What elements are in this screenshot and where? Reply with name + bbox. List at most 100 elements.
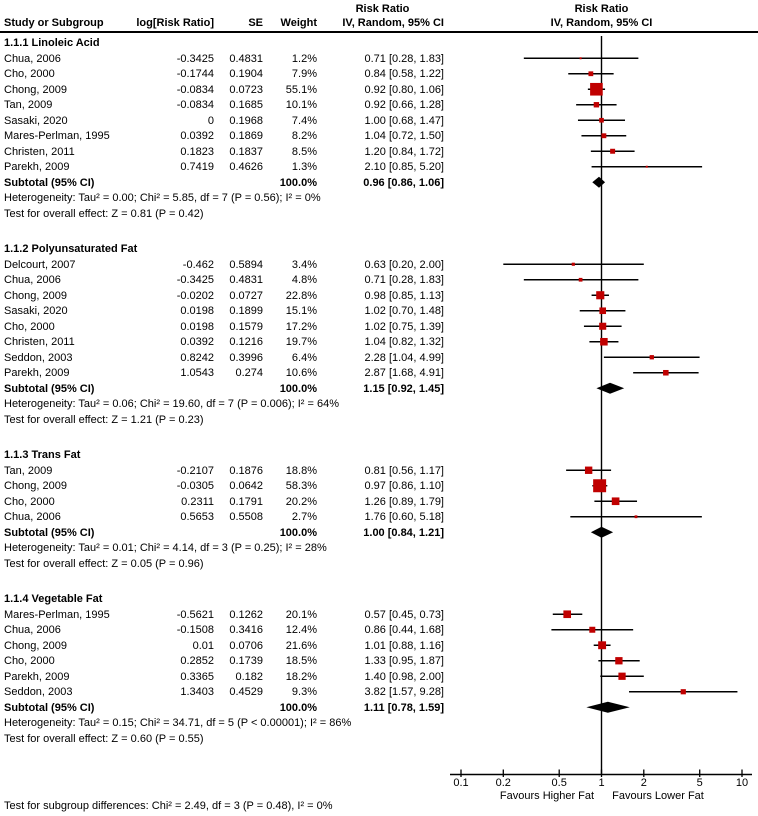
heterogeneity-row: Heterogeneity: Tau² = 0.15; Chi² = 34.71… — [0, 716, 460, 732]
axis-tick-label: 2 — [640, 777, 647, 789]
study-weight: 7.9% — [291, 68, 317, 80]
study-log-rr: 0.01 — [192, 639, 214, 652]
study-name: Chua, 2006 — [4, 274, 61, 286]
subtotal-label: Subtotal (95% CI) — [4, 526, 95, 539]
study-log-rr: 0.7419 — [180, 161, 214, 173]
study-log-rr: 0.2852 — [180, 655, 214, 667]
study-name: Parekh, 2009 — [4, 670, 70, 683]
subtotal-label: Subtotal (95% CI) — [4, 176, 95, 189]
overall-effect-row: Test for overall effect: Z = 0.05 (P = 0… — [0, 557, 460, 573]
study-name: Cho, 2000 — [4, 68, 55, 80]
overall-effect-row: Test for overall effect: Z = 1.21 (P = 0… — [0, 413, 460, 429]
column-header-se: SE — [248, 17, 263, 29]
column-header-weight: Weight — [280, 17, 317, 29]
favours-left-label: Favours Higher Fat — [499, 790, 595, 802]
header-rule — [0, 31, 758, 33]
study-weight: 19.7% — [285, 336, 317, 348]
study-row: Sasaki, 2020 0 0.1968 7.4% 1.00 [0.68, 1.47] — [0, 114, 460, 130]
overall-effect-text: Test for overall effect: Z = 0.60 (P = 0… — [4, 732, 204, 745]
study-ci-text: 3.82 [1.57, 9.28] — [364, 686, 444, 698]
study-name: Cho, 2000 — [4, 320, 55, 333]
study-log-rr: -0.5621 — [176, 608, 214, 621]
study-weight: 18.8% — [285, 464, 317, 477]
subtotal-ci-text: 1.00 [0.84, 1.21] — [363, 526, 444, 539]
subgroup-3: 1.1.4 Vegetable Fat — [0, 592, 460, 608]
study-log-rr: -0.1508 — [176, 624, 214, 636]
study-se: 0.1685 — [229, 99, 263, 111]
study-ci-text: 0.63 [0.20, 2.00] — [364, 258, 444, 271]
study-log-rr: 0.5653 — [180, 511, 214, 523]
study-weight: 6.4% — [291, 351, 317, 364]
study-se: 0.3416 — [229, 624, 263, 636]
study-se: 0.3996 — [229, 351, 263, 364]
overall-effect-row: Test for overall effect: Z = 0.60 (P = 0… — [0, 732, 460, 748]
study-name: Parekh, 2009 — [4, 367, 70, 379]
study-log-rr: 1.3403 — [180, 686, 214, 698]
study-weight: 20.2% — [285, 495, 317, 508]
study-ci-text: 1.04 [0.72, 1.50] — [364, 130, 444, 142]
study-row: Cho, 2000 -0.1744 0.1904 7.9% 0.84 [0.58, 1.… — [0, 67, 460, 83]
axis-tick-label: 0.1 — [453, 777, 469, 789]
study-se: 0.1262 — [229, 608, 263, 621]
study-name: Mares-Perlman, 1995 — [4, 130, 110, 142]
subgroup-title: 1.1.3 Trans Fat — [4, 449, 81, 461]
study-weight: 21.6% — [285, 639, 317, 652]
study-name: Seddon, 2003 — [4, 351, 73, 364]
study-row: Chong, 2009 -0.0202 0.0727 22.8% 0.98 [0.85,… — [0, 289, 460, 305]
study-weight: 55.1% — [285, 83, 317, 96]
study-se: 0.4626 — [229, 161, 263, 173]
study-ci-text: 0.71 [0.28, 1.83] — [364, 52, 444, 65]
study-ci-text: 1.20 [0.84, 1.72] — [364, 145, 444, 158]
study-row: Mares-Perlman, 1995 -0.5621 0.1262 20.1% 0.5… — [0, 608, 460, 624]
study-log-rr: 0.2311 — [181, 495, 214, 508]
overall-effect-text: Test for overall effect: Z = 0.05 (P = 0… — [4, 557, 204, 570]
study-row: Sasaki, 2020 0.0198 0.1899 15.1% 1.02 [0.70,… — [0, 304, 460, 320]
study-ci-text: 0.97 [0.86, 1.10] — [364, 480, 444, 492]
study-row: Seddon, 2003 1.3403 0.4529 9.3% 3.82 [1.57, … — [0, 685, 460, 701]
study-weight: 7.4% — [291, 114, 317, 127]
subgroup-0: 1.1.1 Linoleic Acid — [0, 36, 460, 52]
axis-tick-label: 5 — [696, 777, 703, 789]
study-se: 0.5894 — [229, 258, 263, 271]
study-weight: 8.2% — [291, 130, 317, 142]
study-log-rr: -0.1744 — [176, 68, 214, 80]
study-row: Chong, 2009 -0.0305 0.0642 58.3% 0.97 [0.86,… — [0, 479, 460, 495]
study-row: Christen, 2011 0.1823 0.1837 8.5% 1.20 [0.84… — [0, 145, 460, 161]
axis-tick-label: 1 — [598, 777, 605, 789]
study-name: Tan, 2009 — [4, 464, 53, 477]
study-log-rr: -0.0834 — [176, 83, 214, 96]
study-row: Tan, 2009 -0.2107 0.1876 18.8% 0.81 [0.56, 1… — [0, 464, 460, 480]
study-log-rr: -0.0305 — [176, 480, 214, 492]
study-se: 0.274 — [235, 367, 263, 379]
study-se: 0.1869 — [229, 130, 263, 142]
study-ci-text: 0.57 [0.45, 0.73] — [364, 608, 444, 621]
study-ci-text: 1.02 [0.75, 1.39] — [364, 320, 444, 333]
study-se: 0.5508 — [229, 511, 263, 523]
study-log-rr: 0 — [207, 114, 214, 127]
subgroup-title: 1.1.4 Vegetable Fat — [4, 593, 103, 605]
study-ci-text: 1.01 [0.88, 1.16] — [364, 639, 444, 652]
study-se: 0.0706 — [229, 639, 263, 652]
study-log-rr: -0.462 — [182, 258, 214, 271]
study-weight: 4.8% — [291, 274, 317, 286]
study-weight: 58.3% — [285, 480, 317, 492]
study-ci-text: 2.28 [1.04, 4.99] — [364, 351, 444, 364]
study-log-rr: -0.3425 — [176, 52, 214, 65]
study-weight: 15.1% — [285, 305, 317, 317]
study-weight: 22.8% — [285, 289, 317, 302]
study-weight: 18.2% — [285, 670, 317, 683]
study-log-rr: 0.1823 — [180, 145, 214, 158]
study-name: Sasaki, 2020 — [4, 305, 68, 317]
study-name: Parekh, 2009 — [4, 161, 70, 173]
axis-tick-label: 10 — [735, 777, 749, 789]
study-log-rr: 0.0198 — [180, 320, 214, 333]
study-weight: 9.3% — [291, 686, 317, 698]
study-ci-text: 1.76 [0.60, 5.18] — [364, 511, 444, 523]
table-risk-ratio-header: Risk Ratio — [355, 3, 410, 15]
study-log-rr: -0.0834 — [176, 99, 214, 111]
study-row: Chong, 2009 0.01 0.0706 21.6% 1.01 [0.88, 1.… — [0, 639, 460, 655]
subtotal-row: Subtotal (95% CI) 100.0% 1.15 [0.92, 1.45] — [0, 382, 460, 398]
study-weight: 8.5% — [291, 145, 317, 158]
subtotal-ci-text: 1.15 [0.92, 1.45] — [363, 382, 444, 395]
subtotal-ci-text: 1.11 [0.78, 1.59] — [363, 701, 444, 714]
